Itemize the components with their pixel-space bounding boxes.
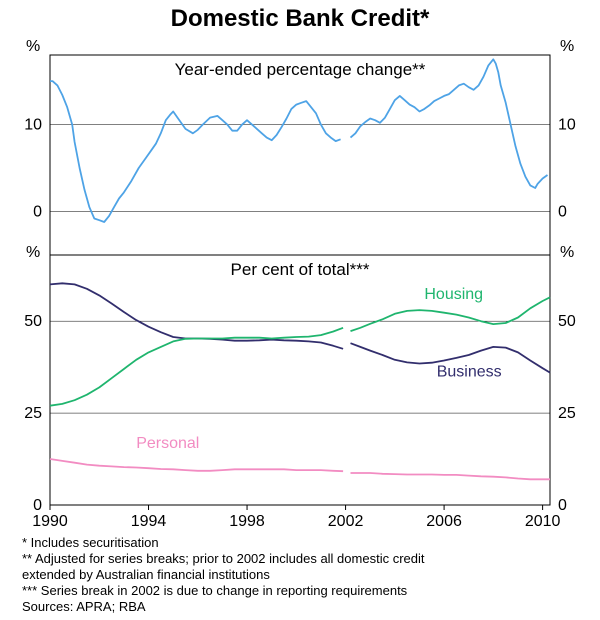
xtick-label: 2002 bbox=[328, 513, 364, 530]
label-housing: Housing bbox=[424, 286, 483, 303]
unit-left-1: % bbox=[26, 38, 40, 55]
unit-right-2: % bbox=[560, 244, 574, 261]
footnote: *** Series break in 2002 is due to chang… bbox=[22, 583, 408, 598]
ytick-left: 0 bbox=[33, 204, 42, 221]
ytick-right: 50 bbox=[558, 313, 576, 330]
xtick-label: 2010 bbox=[525, 513, 561, 530]
xtick-label: 2006 bbox=[426, 513, 462, 530]
chart-container: Domestic Bank Credit* Year-ended percenta… bbox=[0, 0, 600, 620]
ytick-right: 0 bbox=[558, 204, 567, 221]
footnote: ** Adjusted for series breaks; prior to … bbox=[22, 551, 425, 566]
xtick-label: 1990 bbox=[32, 513, 68, 530]
ytick-right: 10 bbox=[558, 117, 576, 134]
series-personal bbox=[50, 459, 343, 471]
plot-frame bbox=[50, 55, 550, 505]
ytick-left: 0 bbox=[33, 497, 42, 514]
chart-title: Domestic Bank Credit* bbox=[171, 5, 430, 32]
xtick-label: 1994 bbox=[131, 513, 167, 530]
footnote: extended by Australian financial institu… bbox=[22, 567, 270, 582]
footnote: Sources: APRA; RBA bbox=[22, 599, 146, 614]
xtick-label: 1998 bbox=[229, 513, 265, 530]
label-business: Business bbox=[437, 363, 502, 380]
unit-left-2: % bbox=[26, 244, 40, 261]
ytick-right: 0 bbox=[558, 497, 567, 514]
chart-svg: Domestic Bank Credit* Year-ended percenta… bbox=[0, 0, 600, 620]
ytick-left: 25 bbox=[24, 405, 42, 422]
label-personal: Personal bbox=[136, 435, 199, 452]
ytick-right: 25 bbox=[558, 405, 576, 422]
series-personal-b bbox=[351, 473, 551, 479]
ytick-left: 50 bbox=[24, 313, 42, 330]
footnote: * Includes securitisation bbox=[22, 535, 159, 550]
panel1-subtitle: Year-ended percentage change** bbox=[175, 60, 426, 79]
series-credit-change bbox=[50, 81, 341, 222]
series-housing bbox=[50, 328, 343, 406]
ytick-left: 10 bbox=[24, 117, 42, 134]
panel2-subtitle: Per cent of total*** bbox=[231, 260, 370, 279]
unit-right-1: % bbox=[560, 38, 574, 55]
